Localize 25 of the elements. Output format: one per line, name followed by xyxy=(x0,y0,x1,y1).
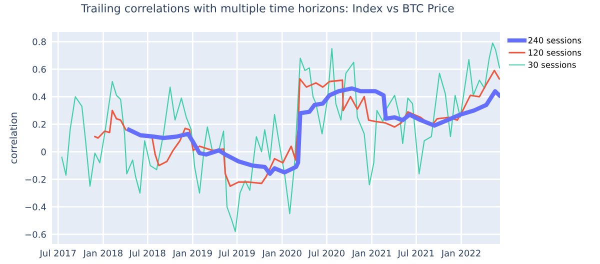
y-tick-label: 0.2 xyxy=(32,120,46,128)
y-tick-label: −0.6 xyxy=(25,231,46,238)
x-tick-label: Jan 2020 xyxy=(262,250,302,258)
y-tick-label: 0.4 xyxy=(32,93,46,100)
x-tick-label: Jul 2019 xyxy=(218,250,255,258)
y-tick-label: 0.8 xyxy=(32,38,46,46)
y-tick-label: 0.6 xyxy=(32,66,46,73)
chart-title: Trailing correlations with multiple time horizons: Index vs BTC Price xyxy=(80,4,454,15)
y-tick-label: −0.2 xyxy=(25,176,46,183)
line-series xyxy=(126,86,500,176)
y-axis-title: correlation xyxy=(10,112,18,164)
x-tick-label: Jul 2020 xyxy=(308,250,344,258)
legend-label: 30 sessions xyxy=(528,61,576,68)
x-tick-label: Jan 2018 xyxy=(82,250,122,258)
line-series xyxy=(61,42,500,232)
x-tick-label: Jul 2021 xyxy=(397,250,434,258)
y-tick-label: −0.4 xyxy=(25,204,46,210)
legend-label: 240 sessions xyxy=(528,37,582,44)
x-tick-label: Jan 2021 xyxy=(351,250,391,258)
x-tick-label: Jul 2017 xyxy=(39,250,76,258)
legend-label: 120 sessions xyxy=(528,49,582,56)
x-tick-label: Jan 2022 xyxy=(440,250,480,258)
x-tick-label: Jul 2018 xyxy=(128,250,166,258)
y-tick-label: 0 xyxy=(41,148,46,156)
x-tick-label: Jan 2019 xyxy=(172,250,212,258)
